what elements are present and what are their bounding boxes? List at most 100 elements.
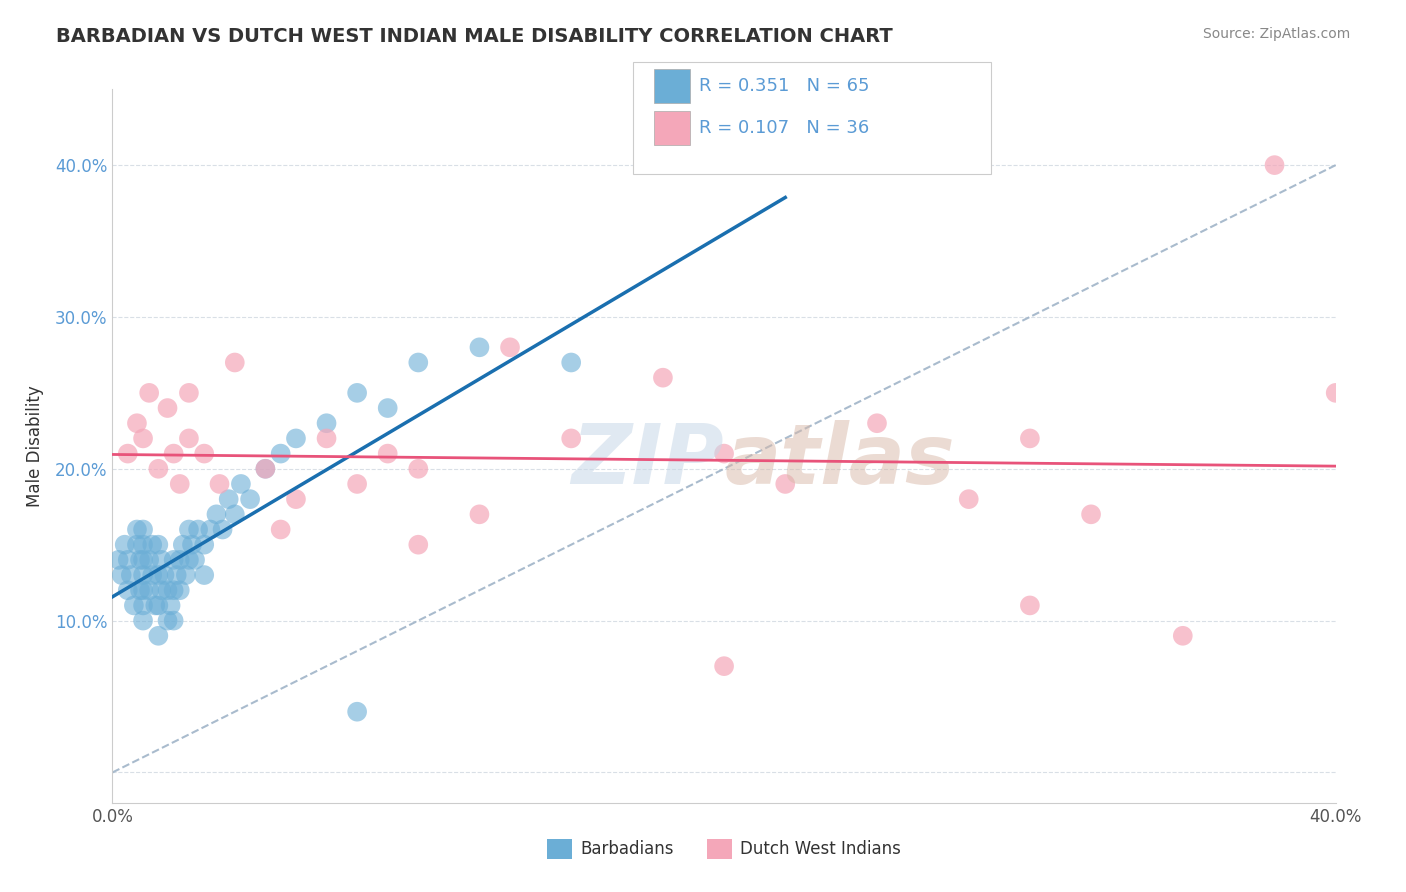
Point bbox=[957, 492, 980, 507]
Point bbox=[408, 538, 430, 552]
Point bbox=[163, 583, 186, 598]
Point bbox=[132, 599, 155, 613]
Point bbox=[122, 599, 145, 613]
Point bbox=[138, 553, 160, 567]
Point bbox=[148, 568, 170, 582]
Point bbox=[138, 583, 160, 598]
Point bbox=[132, 568, 155, 582]
Point bbox=[129, 583, 152, 598]
Point bbox=[224, 355, 246, 369]
Point bbox=[205, 508, 228, 522]
Point bbox=[346, 477, 368, 491]
Point bbox=[159, 599, 181, 613]
Point bbox=[270, 447, 292, 461]
Point bbox=[138, 385, 160, 400]
Point bbox=[177, 431, 200, 445]
Point bbox=[284, 492, 308, 507]
Point bbox=[163, 553, 186, 567]
Point bbox=[193, 538, 215, 552]
Point bbox=[166, 568, 188, 582]
Text: ZIP: ZIP bbox=[571, 420, 724, 500]
Point bbox=[208, 477, 231, 491]
Point bbox=[132, 553, 155, 567]
Point bbox=[408, 462, 430, 476]
Point bbox=[177, 385, 200, 400]
Point bbox=[193, 568, 215, 582]
Point bbox=[177, 553, 200, 567]
Point bbox=[229, 477, 252, 491]
Point bbox=[156, 583, 179, 598]
Point bbox=[270, 523, 292, 537]
Point bbox=[346, 705, 368, 719]
Point bbox=[169, 553, 191, 567]
Text: R = 0.107   N = 36: R = 0.107 N = 36 bbox=[699, 119, 869, 136]
Point bbox=[181, 538, 204, 552]
Point bbox=[132, 538, 155, 552]
Y-axis label: Male Disability: Male Disability bbox=[25, 385, 44, 507]
Point bbox=[172, 538, 194, 552]
Point bbox=[499, 340, 522, 354]
Text: Source: ZipAtlas.com: Source: ZipAtlas.com bbox=[1202, 27, 1350, 41]
Text: atlas: atlas bbox=[724, 420, 955, 500]
Point bbox=[174, 568, 197, 582]
Point bbox=[254, 462, 277, 476]
Point bbox=[148, 462, 170, 476]
Point bbox=[132, 523, 155, 537]
Point bbox=[163, 447, 186, 461]
Point bbox=[141, 568, 163, 582]
Point bbox=[148, 538, 170, 552]
Point bbox=[148, 629, 170, 643]
Point bbox=[866, 416, 889, 430]
Point bbox=[193, 447, 215, 461]
Point bbox=[120, 568, 142, 582]
Point bbox=[184, 553, 207, 567]
Point bbox=[713, 447, 735, 461]
Point bbox=[1171, 629, 1194, 643]
Point bbox=[150, 583, 173, 598]
Point bbox=[111, 568, 134, 582]
Point bbox=[153, 568, 176, 582]
Point bbox=[468, 508, 491, 522]
Point bbox=[1264, 158, 1286, 172]
Point bbox=[143, 599, 166, 613]
Point bbox=[169, 477, 191, 491]
Point bbox=[408, 355, 430, 369]
Point bbox=[141, 538, 163, 552]
Point bbox=[775, 477, 797, 491]
Point bbox=[132, 583, 155, 598]
Point bbox=[377, 401, 399, 415]
Point bbox=[652, 370, 675, 384]
Point bbox=[156, 614, 179, 628]
Point bbox=[132, 614, 155, 628]
Text: BARBADIAN VS DUTCH WEST INDIAN MALE DISABILITY CORRELATION CHART: BARBADIAN VS DUTCH WEST INDIAN MALE DISA… bbox=[56, 27, 893, 45]
Legend: Barbadians, Dutch West Indians: Barbadians, Dutch West Indians bbox=[540, 832, 908, 866]
Point bbox=[560, 355, 582, 369]
Point bbox=[148, 599, 170, 613]
Point bbox=[117, 583, 139, 598]
Point bbox=[315, 431, 337, 445]
Point bbox=[284, 431, 308, 445]
Point bbox=[254, 462, 277, 476]
Point bbox=[177, 523, 200, 537]
Point bbox=[163, 614, 186, 628]
Point bbox=[468, 340, 491, 354]
Point bbox=[156, 401, 179, 415]
Point bbox=[1324, 385, 1347, 400]
Point bbox=[1080, 508, 1102, 522]
Point bbox=[211, 523, 233, 537]
Point bbox=[117, 553, 139, 567]
Text: R = 0.351   N = 65: R = 0.351 N = 65 bbox=[699, 77, 869, 95]
Point bbox=[125, 416, 148, 430]
Point bbox=[107, 553, 129, 567]
Point bbox=[346, 385, 368, 400]
Point bbox=[125, 523, 148, 537]
Point bbox=[129, 553, 152, 567]
Point bbox=[169, 583, 191, 598]
Point bbox=[114, 538, 136, 552]
Point bbox=[200, 523, 222, 537]
Point bbox=[218, 492, 240, 507]
Point bbox=[560, 431, 582, 445]
Point bbox=[713, 659, 735, 673]
Point bbox=[1018, 599, 1040, 613]
Point bbox=[377, 447, 399, 461]
